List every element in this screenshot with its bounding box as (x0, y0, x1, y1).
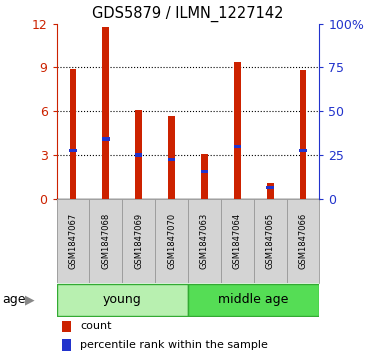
FancyBboxPatch shape (89, 199, 122, 283)
Bar (168, 158, 175, 161)
Bar (201, 154, 208, 199)
Bar (69, 149, 77, 152)
Bar (300, 70, 306, 199)
Text: age: age (2, 294, 25, 306)
Bar (168, 115, 175, 199)
Text: GSM1847070: GSM1847070 (167, 213, 176, 269)
Text: GSM1847067: GSM1847067 (69, 213, 77, 269)
FancyBboxPatch shape (287, 199, 319, 283)
FancyBboxPatch shape (155, 199, 188, 283)
FancyBboxPatch shape (221, 199, 254, 283)
Bar (62, 339, 71, 351)
Bar (135, 154, 142, 157)
Text: young: young (103, 293, 142, 306)
Bar (266, 185, 274, 189)
Bar (62, 321, 71, 333)
Bar (299, 149, 307, 152)
FancyBboxPatch shape (254, 199, 287, 283)
Text: GSM1847069: GSM1847069 (134, 213, 143, 269)
Bar (135, 110, 142, 199)
Text: GSM1847068: GSM1847068 (101, 213, 110, 269)
Text: middle age: middle age (219, 293, 289, 306)
Bar (234, 145, 241, 148)
FancyBboxPatch shape (57, 199, 89, 283)
Text: percentile rank within the sample: percentile rank within the sample (80, 340, 268, 350)
Text: GSM1847064: GSM1847064 (233, 213, 242, 269)
FancyBboxPatch shape (122, 199, 155, 283)
Text: count: count (80, 322, 112, 331)
Text: GSM1847065: GSM1847065 (266, 213, 274, 269)
Bar (102, 137, 109, 140)
Title: GDS5879 / ILMN_1227142: GDS5879 / ILMN_1227142 (92, 6, 284, 22)
Text: GSM1847066: GSM1847066 (299, 213, 307, 269)
Bar (234, 62, 241, 199)
FancyBboxPatch shape (188, 284, 319, 316)
FancyBboxPatch shape (57, 284, 188, 316)
Bar (103, 26, 109, 199)
Bar (267, 183, 273, 199)
Text: GSM1847063: GSM1847063 (200, 213, 209, 269)
Text: ▶: ▶ (25, 294, 34, 306)
Bar (201, 170, 208, 173)
FancyBboxPatch shape (188, 199, 221, 283)
Bar (70, 69, 76, 199)
